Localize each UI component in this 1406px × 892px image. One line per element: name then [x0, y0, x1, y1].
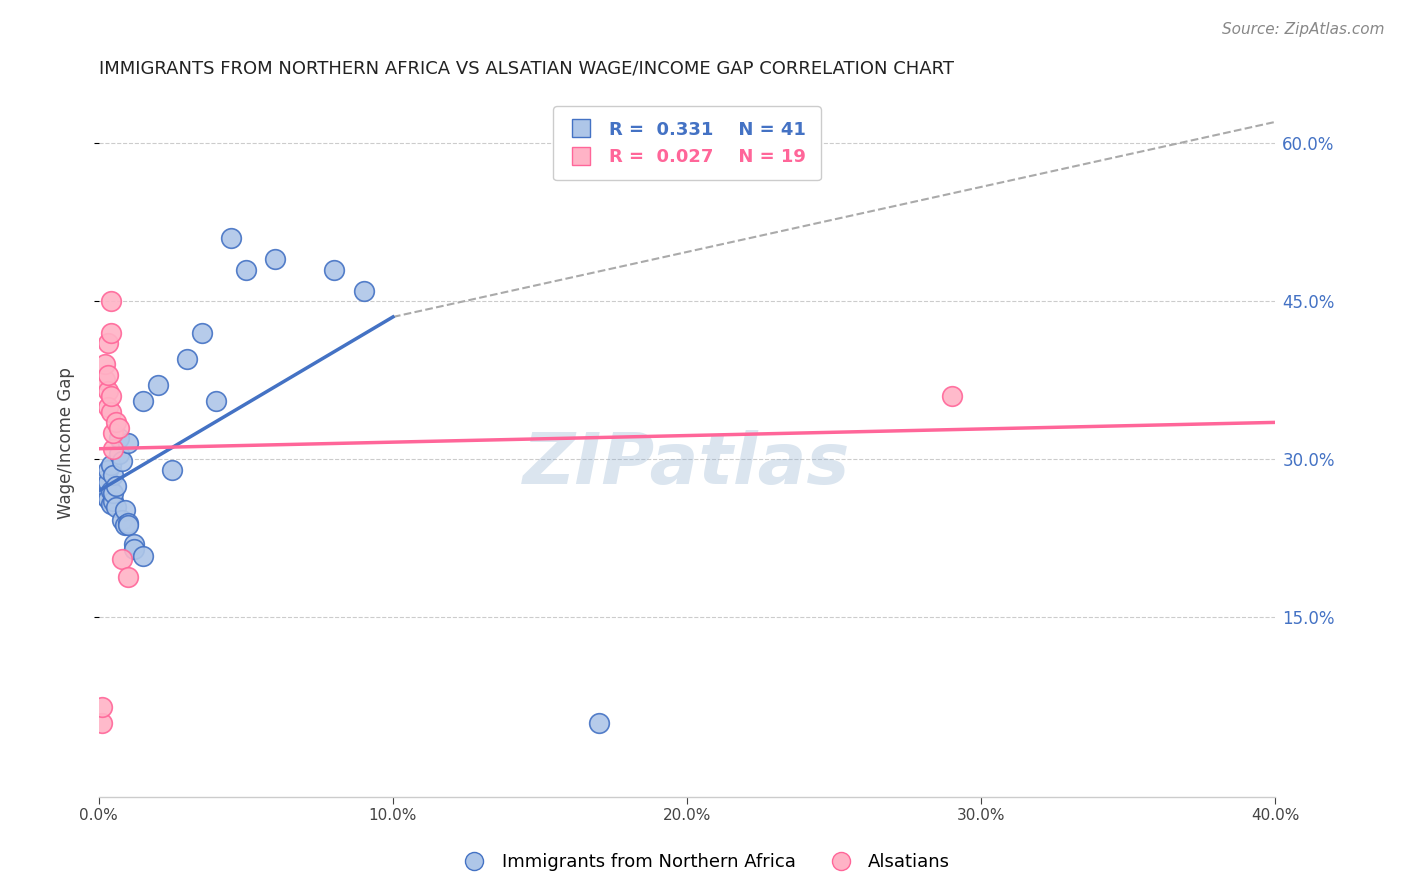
Point — [122, 536, 145, 550]
Point — [105, 416, 128, 430]
Point — [103, 442, 125, 456]
Point — [97, 336, 120, 351]
Point — [90, 715, 112, 730]
Legend: Immigrants from Northern Africa, Alsatians: Immigrants from Northern Africa, Alsatia… — [449, 847, 957, 879]
Point — [117, 517, 139, 532]
Point — [114, 503, 136, 517]
Y-axis label: Wage/Income Gap: Wage/Income Gap — [58, 368, 75, 519]
Point — [97, 368, 120, 382]
Point — [103, 494, 125, 508]
Point — [117, 570, 139, 584]
Point — [114, 517, 136, 532]
Legend: R =  0.331    N = 41, R =  0.027    N = 19: R = 0.331 N = 41, R = 0.027 N = 19 — [554, 106, 821, 180]
Point — [90, 486, 112, 500]
Point — [219, 231, 242, 245]
Point — [941, 389, 963, 403]
Point — [111, 454, 134, 468]
Point — [100, 405, 122, 419]
Point — [176, 352, 198, 367]
Point — [205, 394, 228, 409]
Point — [146, 378, 169, 392]
Point — [97, 384, 120, 398]
Point — [122, 541, 145, 556]
Point — [588, 715, 610, 730]
Point — [235, 262, 257, 277]
Point — [117, 516, 139, 530]
Point — [93, 478, 115, 492]
Point — [162, 463, 184, 477]
Point — [93, 489, 115, 503]
Text: Source: ZipAtlas.com: Source: ZipAtlas.com — [1222, 22, 1385, 37]
Point — [132, 394, 155, 409]
Point — [105, 478, 128, 492]
Point — [90, 482, 112, 496]
Point — [100, 458, 122, 472]
Point — [93, 373, 115, 387]
Point — [100, 294, 122, 309]
Point — [90, 700, 112, 714]
Point — [105, 500, 128, 514]
Point — [103, 468, 125, 483]
Point — [100, 389, 122, 403]
Point — [353, 284, 375, 298]
Point — [132, 549, 155, 564]
Point — [108, 447, 131, 461]
Point — [111, 552, 134, 566]
Point — [100, 483, 122, 498]
Point — [103, 486, 125, 500]
Point — [97, 400, 120, 414]
Point — [100, 497, 122, 511]
Point — [103, 425, 125, 440]
Point — [108, 420, 131, 434]
Point — [108, 431, 131, 445]
Point — [97, 492, 120, 507]
Point — [90, 483, 112, 498]
Point — [93, 358, 115, 372]
Point — [111, 513, 134, 527]
Text: ZIPatlas: ZIPatlas — [523, 430, 851, 500]
Point — [100, 326, 122, 340]
Point — [97, 463, 120, 477]
Point — [264, 252, 287, 266]
Text: IMMIGRANTS FROM NORTHERN AFRICA VS ALSATIAN WAGE/INCOME GAP CORRELATION CHART: IMMIGRANTS FROM NORTHERN AFRICA VS ALSAT… — [98, 60, 953, 78]
Point — [93, 474, 115, 488]
Point — [323, 262, 346, 277]
Point — [117, 436, 139, 450]
Point — [190, 326, 212, 340]
Point — [97, 475, 120, 490]
